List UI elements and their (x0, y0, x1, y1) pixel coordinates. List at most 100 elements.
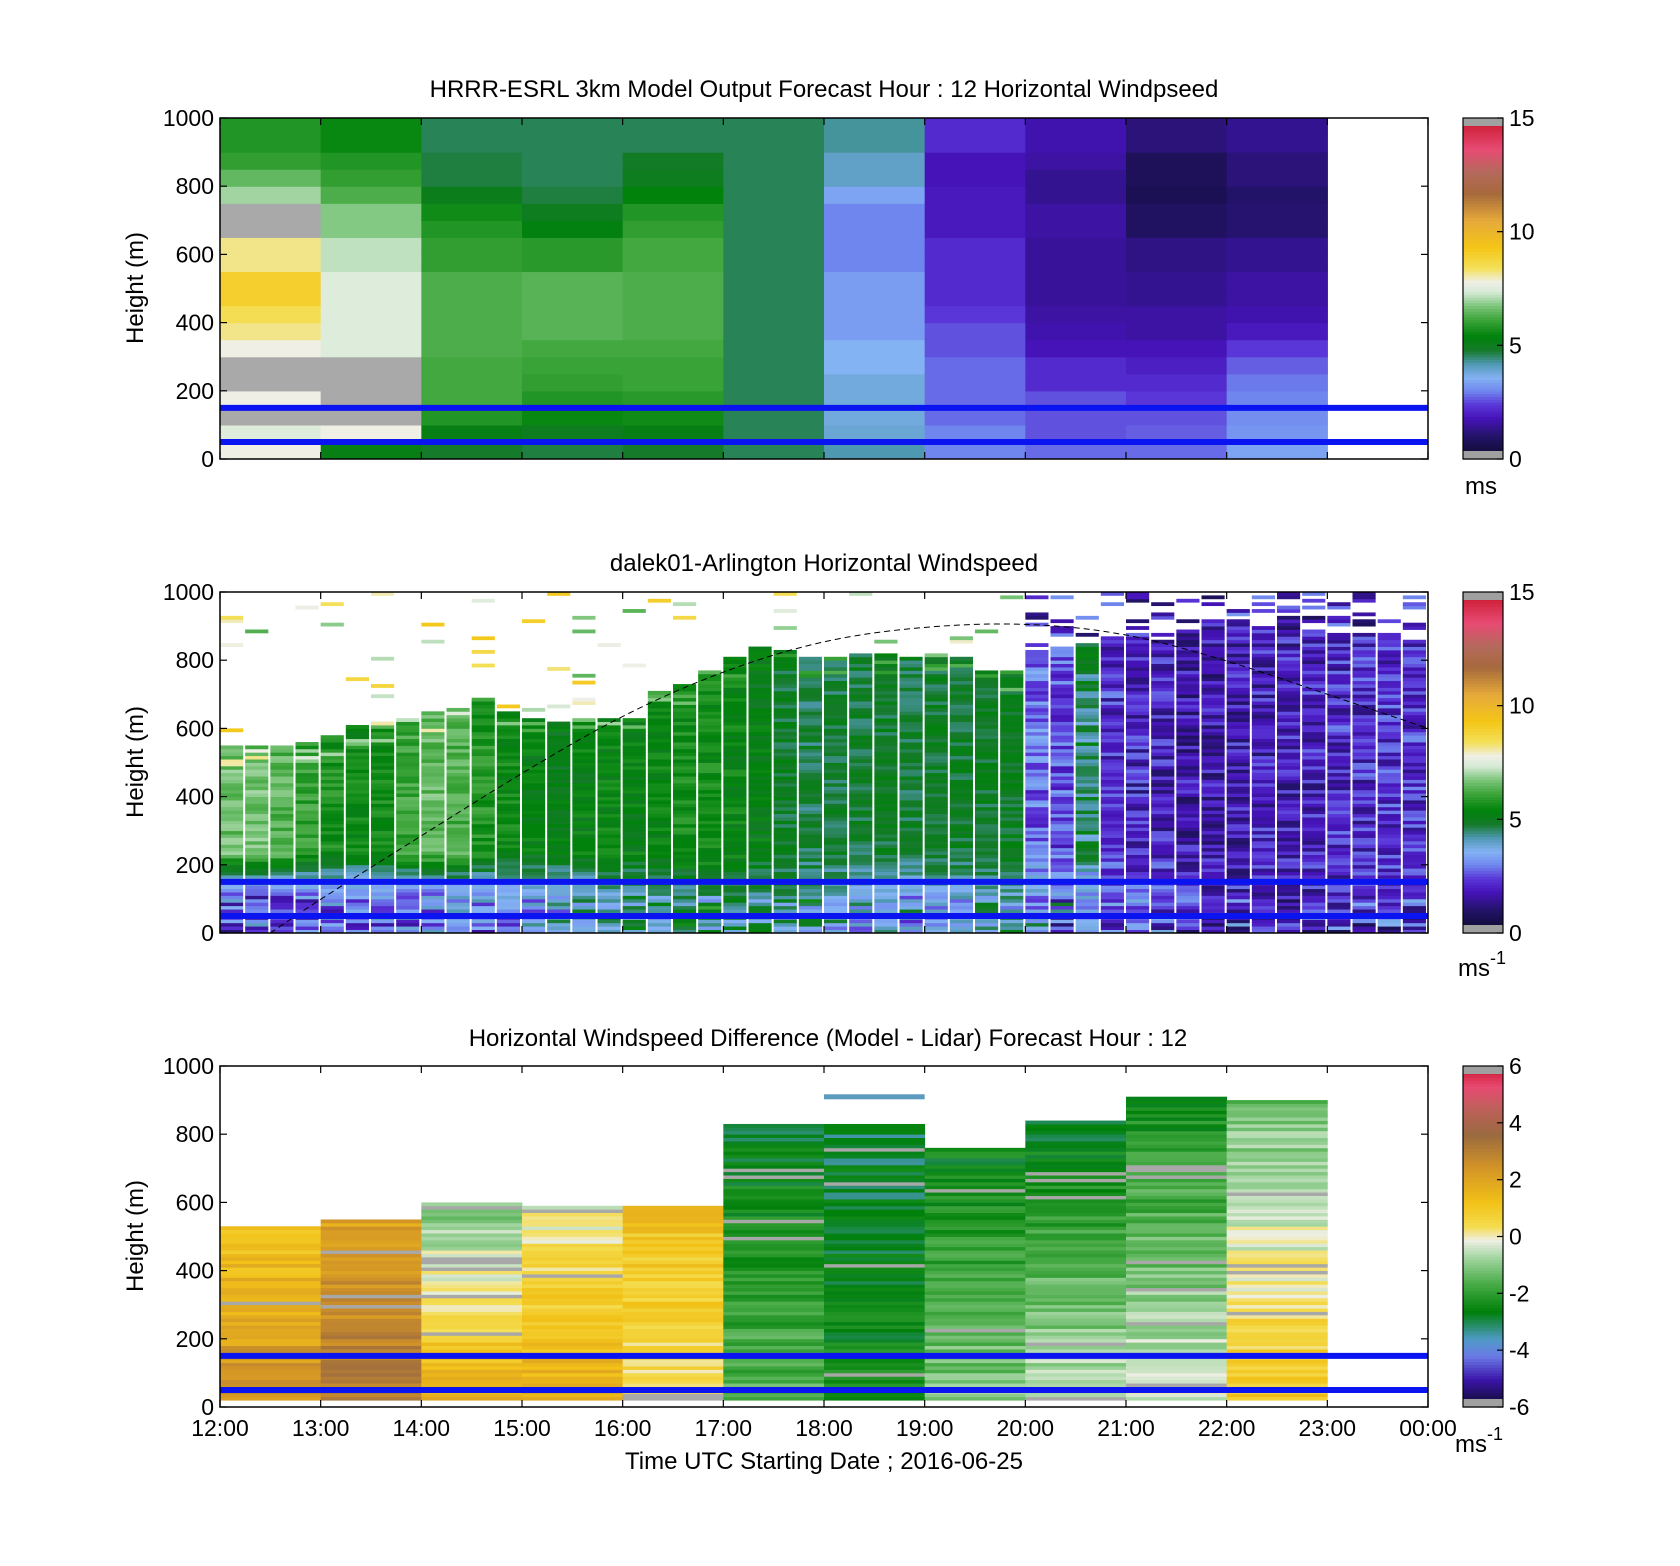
lidar-cell (1252, 677, 1275, 681)
difference-cell (522, 1373, 623, 1377)
lidar-cell (1000, 800, 1023, 804)
lidar-cell (296, 797, 319, 801)
lidar-cell (1403, 752, 1426, 756)
lidar-cell (472, 742, 495, 746)
lidar-cell (1327, 756, 1350, 760)
lidar-cell (648, 691, 671, 695)
model-cell (723, 340, 824, 358)
lidar-cell (1327, 773, 1350, 777)
difference-cell (522, 1305, 623, 1309)
lidar-cell (1176, 691, 1199, 695)
difference-cell (723, 1206, 824, 1210)
lidar-cell (1327, 616, 1350, 620)
lidar-cell (1277, 718, 1300, 722)
lidar-cell (925, 892, 948, 896)
lidar-cell (824, 906, 847, 910)
model-cell (421, 340, 522, 358)
lidar-cell (1076, 749, 1099, 753)
lidar-cell (497, 865, 520, 869)
lidar-cell (1227, 895, 1250, 899)
lidar-cell (598, 834, 621, 838)
lidar-cell (824, 752, 847, 756)
lidar-cell (1378, 722, 1401, 726)
lidar-cell (1126, 752, 1149, 756)
lidar-cell (1202, 885, 1225, 889)
model-cell (421, 203, 522, 221)
lidar-cell (849, 732, 872, 736)
lidar-cell (975, 745, 998, 749)
lidar-cell (547, 851, 570, 855)
lidar-cell (925, 691, 948, 695)
lidar-cell (1227, 623, 1250, 627)
lidar-cell (270, 786, 293, 790)
lidar-cell (371, 889, 394, 893)
lidar-cell (1076, 718, 1099, 722)
lidar-cell (1176, 769, 1199, 773)
lidar-cell (1252, 636, 1275, 640)
lidar-cell (396, 855, 419, 859)
lidar-cell (1176, 687, 1199, 691)
lidar-cell (648, 776, 671, 780)
lidar-cell (874, 858, 897, 862)
lidar-cell (1126, 664, 1149, 668)
lidar-cell (547, 865, 570, 869)
lidar-cell (824, 838, 847, 842)
lidar-cell (749, 766, 772, 770)
lidar-cell (950, 868, 973, 872)
lidar-cell (799, 752, 822, 756)
difference-cell (421, 1383, 522, 1387)
difference-cell (1025, 1134, 1126, 1138)
lidar-cell (396, 722, 419, 726)
lidar-cell (547, 820, 570, 824)
lidar-cell (1202, 756, 1225, 760)
lidar-cell (1051, 745, 1074, 749)
lidar-cell (598, 763, 621, 767)
difference-cell (723, 1172, 824, 1176)
lidar-cell (1051, 855, 1074, 859)
difference-cell (723, 1219, 824, 1223)
lidar-cell (296, 831, 319, 835)
lidar-cell (1000, 814, 1023, 818)
lidar-cell (623, 807, 646, 811)
difference-cell (925, 1151, 1026, 1155)
lidar-cell (723, 780, 746, 784)
lidar-cell (1327, 664, 1350, 668)
lidar-cell (447, 783, 470, 787)
lidar-cell (1403, 838, 1426, 842)
lidar-cell (497, 722, 520, 726)
lidar-cell (1202, 820, 1225, 824)
lidar-cell (824, 732, 847, 736)
lidar-cell (1076, 684, 1099, 688)
lidar-cell (396, 889, 419, 893)
lidar-cell (1076, 633, 1099, 637)
lidar-cell (497, 725, 520, 729)
lidar-cell (270, 749, 293, 753)
lidar-cell (749, 691, 772, 695)
lidar-cell (1025, 756, 1048, 760)
lidar-cell (1403, 670, 1426, 674)
difference-cell (723, 1318, 824, 1322)
lidar-cell (1202, 865, 1225, 869)
lidar-cell (598, 844, 621, 848)
lidar-cell (1327, 834, 1350, 838)
lidar-cell (1327, 872, 1350, 876)
difference-cell (925, 1216, 1026, 1220)
lidar-cell (799, 868, 822, 872)
lidar-cell (774, 609, 797, 613)
lidar-cell (1126, 923, 1149, 927)
difference-cell (220, 1359, 321, 1363)
lidar-cell (396, 739, 419, 743)
lidar-cell (1000, 838, 1023, 842)
model-cell (421, 323, 522, 341)
lidar-cell (270, 885, 293, 889)
lidar-cell (925, 848, 948, 852)
lidar-cell (598, 749, 621, 753)
lidar-cell (1202, 807, 1225, 811)
lidar-cell (1353, 810, 1376, 814)
panel-model-colorbar-unit: ms (1465, 473, 1497, 500)
difference-cell (321, 1250, 422, 1254)
lidar-cell (1202, 643, 1225, 647)
lidar-cell (547, 841, 570, 845)
lidar-cell (1202, 694, 1225, 698)
lidar-cell (673, 759, 696, 763)
